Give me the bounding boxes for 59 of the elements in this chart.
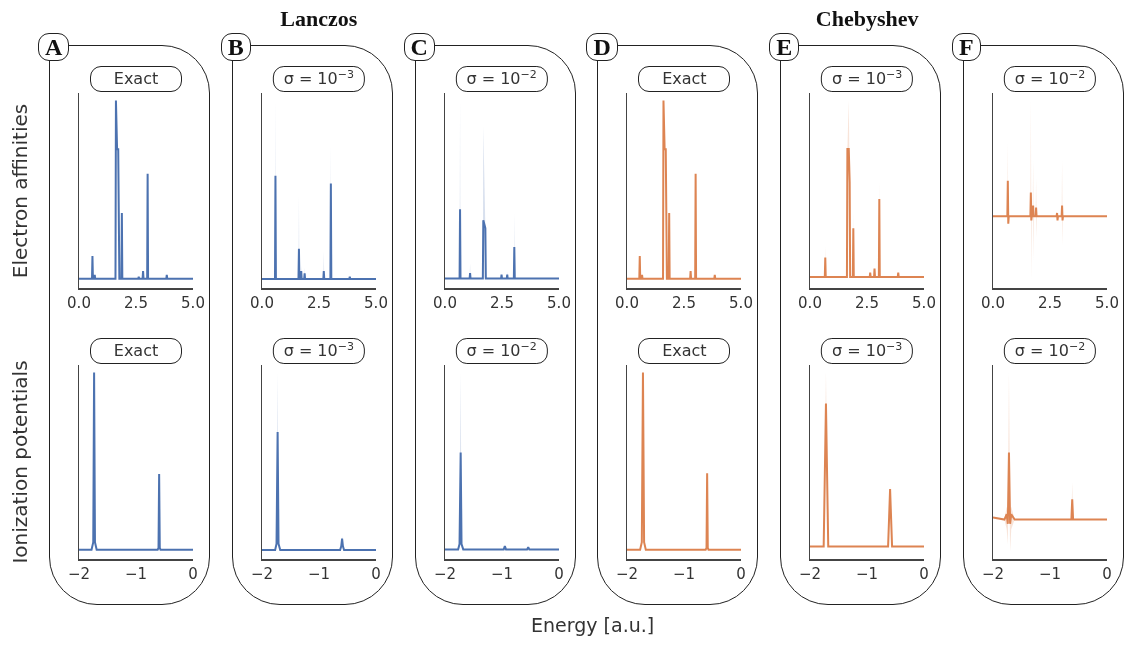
text: C <box>403 33 435 61</box>
x-tick-label: −2 <box>799 564 822 583</box>
x-tick-label: 0 <box>188 564 198 583</box>
y-axis-title: Ionization potentials <box>8 360 32 564</box>
chart-title: Exact <box>638 66 731 92</box>
x-tick-label: 0.0 <box>432 293 457 312</box>
x-tick-label: 5.0 <box>363 293 388 312</box>
text: A <box>38 33 70 61</box>
x-tick-label: 0 <box>553 564 564 583</box>
x-tick-label: 0 <box>919 564 929 583</box>
x-tick-label: −1 <box>856 564 879 583</box>
x-tick-label: 0.0 <box>798 293 823 312</box>
x-tick-label: −2 <box>67 564 91 583</box>
text: B <box>220 33 251 61</box>
chart-title: σ = 10$^{−2}$ <box>1003 338 1097 364</box>
x-tick-label: 5.0 <box>181 293 205 312</box>
x-tick-label: 2.5 <box>855 293 880 312</box>
text: F <box>952 33 981 61</box>
x-tick-label: 5.0 <box>546 293 571 312</box>
x-tick-label: 2.5 <box>1038 293 1062 312</box>
x-tick-label: 5.0 <box>912 293 937 312</box>
chart-title: σ = 10$^{−3}$ <box>821 338 914 364</box>
x-tick-label: 2.5 <box>489 293 514 312</box>
x-tick-label: 0.0 <box>981 293 1005 312</box>
x-tick-label: 0.0 <box>615 293 640 312</box>
y-axis-title: Electron affinities <box>8 103 32 278</box>
x-tick-label: 2.5 <box>672 293 697 312</box>
x-tick-label: −2 <box>250 564 273 583</box>
chart-title: Exact <box>638 338 731 364</box>
x-tick-label: 0.0 <box>67 293 91 312</box>
x-tick-label: −2 <box>433 564 456 583</box>
x-tick-label: 0.0 <box>249 293 274 312</box>
chart-title: σ = 10$^{−3}$ <box>272 338 365 364</box>
text: E <box>769 33 800 61</box>
chart-title: Exact <box>90 66 182 92</box>
x-tick-label: 0 <box>736 564 747 583</box>
chart-title: σ = 10$^{−3}$ <box>272 66 365 92</box>
x-tick-label: 5.0 <box>1095 293 1119 312</box>
x-tick-label: 0 <box>371 564 381 583</box>
x-tick-label: 2.5 <box>124 293 148 312</box>
x-tick-label: 2.5 <box>306 293 331 312</box>
chart-title: σ = 10$^{−2}$ <box>455 338 548 364</box>
x-tick-label: −1 <box>1038 564 1062 583</box>
chart-title: σ = 10$^{−2}$ <box>1003 66 1097 92</box>
x-tick-label: −1 <box>673 564 696 583</box>
x-tick-label: −1 <box>307 564 330 583</box>
x-tick-label: −1 <box>490 564 513 583</box>
x-tick-label: 5.0 <box>729 293 754 312</box>
x-tick-label: 0 <box>1102 564 1112 583</box>
x-tick-label: −2 <box>616 564 639 583</box>
text: D <box>586 33 618 61</box>
x-tick-label: −1 <box>124 564 148 583</box>
chart-title: σ = 10$^{−2}$ <box>455 66 548 92</box>
text: Energy [a.u.] <box>531 614 655 636</box>
x-tick-label: −2 <box>981 564 1005 583</box>
chart-title: Exact <box>90 338 182 364</box>
chart-title: σ = 10$^{−3}$ <box>821 66 914 92</box>
text: Lanczos <box>280 6 358 32</box>
text: Chebyshev <box>815 6 919 32</box>
